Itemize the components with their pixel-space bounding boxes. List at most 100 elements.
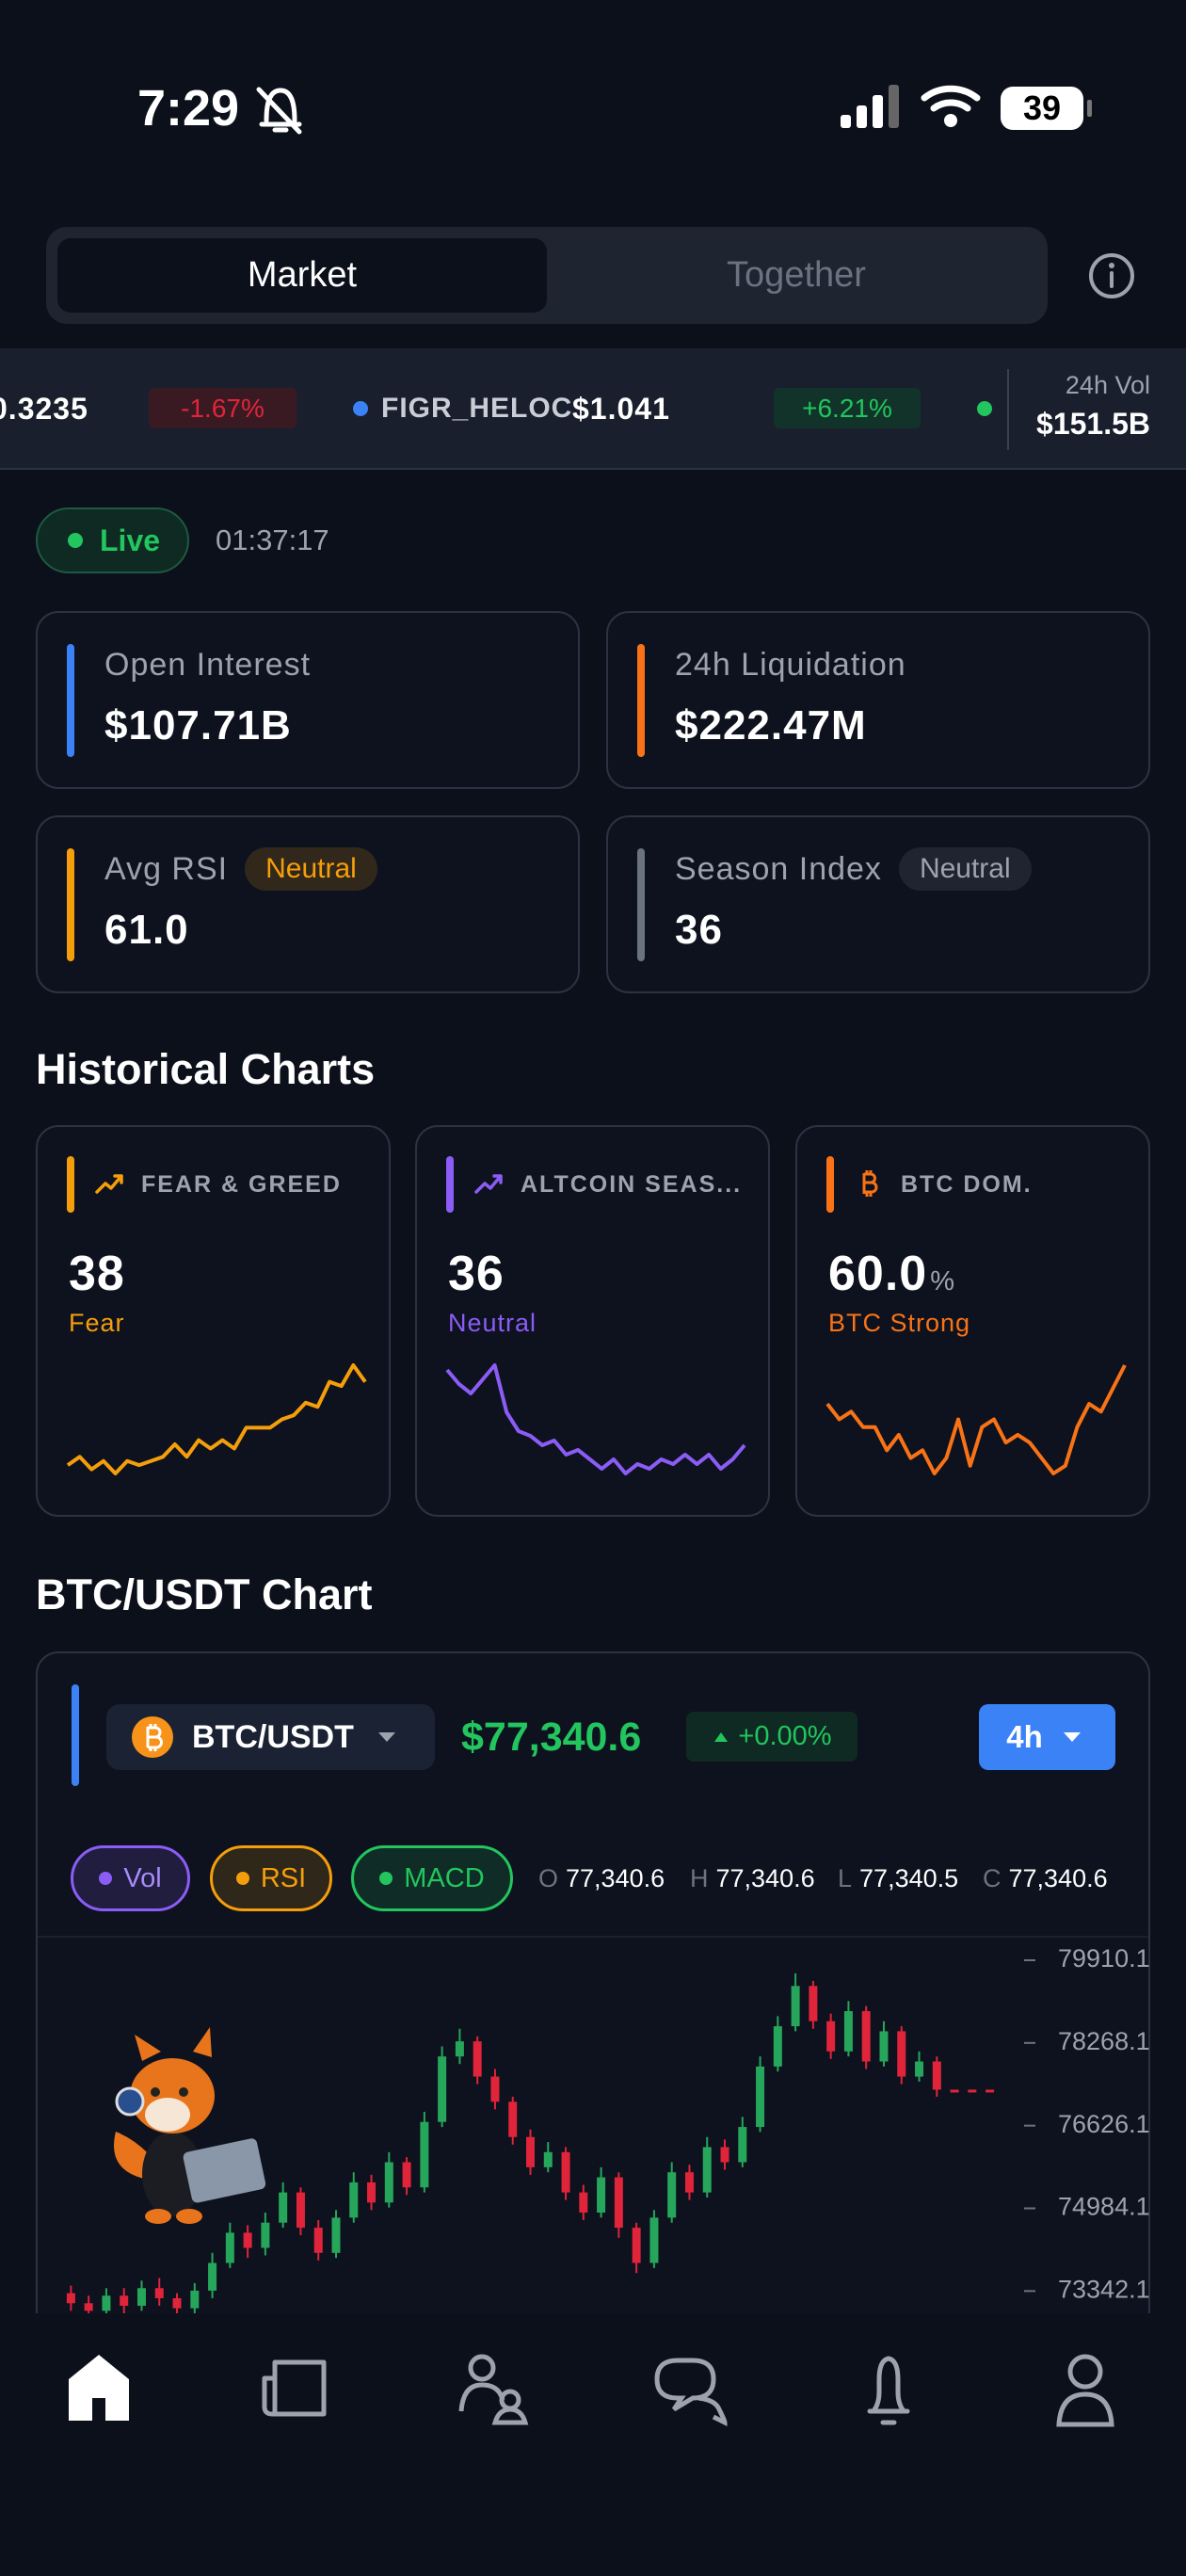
nav-alerts[interactable]	[867, 2356, 910, 2425]
candle-body	[879, 2031, 889, 2062]
status-time: 7:29	[137, 80, 240, 137]
card-value-row: 36	[448, 1246, 505, 1302]
stat-value: $107.71B	[104, 702, 292, 749]
stat-label: Avg RSI	[104, 850, 229, 887]
candle-body	[843, 2011, 853, 2052]
ohlc-key: C	[983, 1863, 1002, 1892]
accent-bar	[637, 644, 645, 757]
section-title: BTC/USDT Chart	[36, 1570, 373, 1618]
nav-news[interactable]	[262, 2359, 327, 2417]
history-card[interactable]: FEAR & GREED 38 Fear	[36, 1125, 391, 1517]
change-value: +0.00%	[738, 1721, 832, 1751]
ohlc-item: C 77,340.6	[983, 1860, 1108, 1896]
card-title: BTC DOM.	[901, 1171, 1033, 1198]
accent-bar	[67, 1156, 74, 1213]
history-card[interactable]: ALTCOIN SEAS... 36 Neutral	[415, 1125, 770, 1517]
candle-body	[756, 2066, 765, 2128]
live-pill: Live	[36, 507, 189, 573]
candle-body	[579, 2192, 588, 2214]
status-icons	[256, 85, 1092, 135]
tab-together[interactable]: Together	[727, 255, 866, 295]
tab-market[interactable]: Market	[57, 238, 547, 313]
candle-body	[296, 2192, 305, 2229]
ticker-symbol: FIGR_HELOC	[381, 393, 573, 424]
candle-body	[684, 2172, 694, 2193]
indicator-label: Vol	[123, 1862, 162, 1893]
candle-body	[136, 2288, 146, 2306]
nav-home[interactable]	[69, 2355, 129, 2421]
nav-community[interactable]	[458, 2354, 529, 2425]
info-button[interactable]	[1086, 250, 1137, 301]
candle-body	[702, 2147, 712, 2193]
interval-button[interactable]: 4h	[979, 1704, 1115, 1770]
ticker-change: +6.21%	[774, 388, 921, 428]
candle-body	[349, 2182, 359, 2218]
stat-badge: Neutral	[245, 847, 377, 891]
candle-body	[773, 2026, 782, 2067]
candle-body	[738, 2127, 747, 2163]
stat-value: 36	[675, 907, 723, 953]
ohlc-key: L	[838, 1863, 853, 1892]
accent-bar	[72, 1684, 79, 1786]
accent-bar	[67, 848, 74, 961]
up-arrow	[714, 1731, 729, 1742]
battery-level: 39	[1022, 89, 1062, 127]
chart-divider	[38, 1936, 1148, 1938]
indicator-toggle[interactable]: RSI	[210, 1845, 332, 1911]
candle-body	[66, 2293, 75, 2304]
history-card[interactable]: BTC DOM. 60.0% BTC Strong	[795, 1125, 1150, 1517]
candle-body	[543, 2151, 553, 2167]
card-value: 38	[69, 1247, 125, 1301]
stat-label: Open Interest	[104, 646, 312, 683]
section-title: Historical Charts	[36, 1045, 376, 1093]
candle-body	[402, 2162, 411, 2188]
candle-body	[632, 2228, 641, 2263]
candle-body	[243, 2232, 252, 2248]
ohlc-key: H	[690, 1863, 709, 1892]
candle-body	[561, 2151, 570, 2193]
pair-selector[interactable]: BTC/USDT	[106, 1704, 435, 1770]
candle-body	[950, 2089, 959, 2093]
candle-body	[826, 2021, 836, 2052]
pair-label: BTC/USDT	[192, 1718, 354, 1755]
card-icon	[862, 1170, 878, 1197]
y-tick-label: 78268.1	[1058, 2027, 1150, 2055]
accent-bar	[67, 644, 74, 757]
indicator-toggle[interactable]: MACD	[351, 1845, 513, 1911]
indicator-toggle[interactable]: Vol	[71, 1845, 190, 1911]
stat-value: $222.47M	[675, 702, 867, 749]
candle-body	[154, 2288, 164, 2298]
ohlc-value: 77,340.6	[566, 1863, 665, 1892]
nav-chat[interactable]	[654, 2358, 728, 2427]
stat-card: Avg RSI Neutral 61.0	[36, 815, 580, 993]
candle-body	[120, 2295, 129, 2306]
stat-label-row: Avg RSI Neutral	[104, 845, 377, 893]
candle-body	[367, 2182, 377, 2203]
card-value-row: 38	[69, 1246, 125, 1302]
stat-label: 24h Liquidation	[675, 646, 906, 683]
candle-body	[915, 2061, 924, 2077]
sparkline-chart	[445, 1363, 746, 1475]
card-value: 36	[448, 1247, 505, 1301]
card-status: Neutral	[448, 1309, 537, 1337]
y-tick-label: 79910.1	[1058, 1944, 1150, 1972]
candle-body	[809, 1986, 818, 2021]
candle-body	[438, 2056, 447, 2122]
y-tick-label: 74984.1	[1058, 2193, 1150, 2221]
stat-label-row: Open Interest	[104, 641, 311, 688]
card-status: BTC Strong	[828, 1309, 971, 1337]
sparkline-chart	[825, 1364, 1127, 1475]
candle-body	[455, 2041, 464, 2057]
caret	[1063, 1732, 1081, 1742]
nav-profile[interactable]	[1056, 2354, 1114, 2427]
trend-icon	[474, 1174, 503, 1194]
pair-price: $77,340.6	[461, 1714, 642, 1760]
candle-body	[720, 2147, 729, 2163]
vol-label: 24h Vol	[1065, 371, 1150, 399]
candle-body	[968, 2089, 977, 2093]
card-title: FEAR & GREED	[141, 1171, 342, 1198]
candle-body	[261, 2222, 270, 2248]
indicator-label: MACD	[404, 1862, 485, 1893]
indicator-dot	[99, 1872, 113, 1885]
